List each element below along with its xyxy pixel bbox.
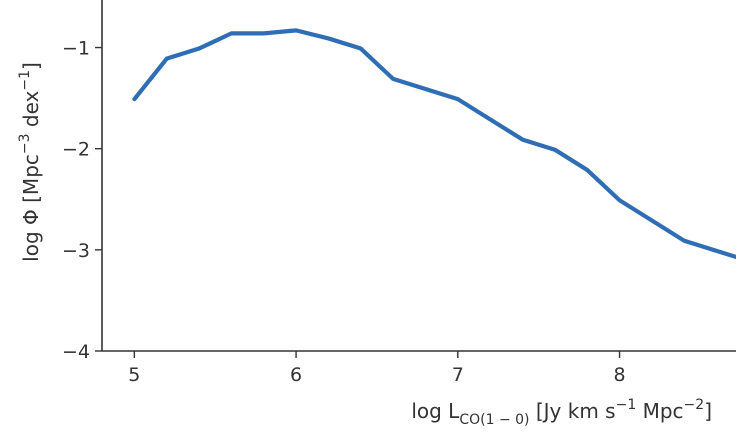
plot-area [132, 28, 736, 260]
x-tick-label: 6 [290, 364, 302, 386]
x-tick-label: 7 [452, 364, 464, 386]
y-tick-label: −3 [62, 240, 90, 262]
axes [101, 0, 736, 352]
y-tick-label: −4 [62, 341, 90, 363]
x-tick-label: 8 [614, 364, 626, 386]
y-tick-label: −1 [62, 38, 90, 60]
ticks: 5 6 7 8 −1 −2 −3 −4 [62, 38, 626, 386]
x-axis-label: log LCO(1 − 0) [Jy km s−1 Mpc−2] [411, 397, 712, 428]
y-tick-label: −2 [62, 139, 90, 161]
y-axis-label: log Φ [Mpc−3 dex−1] [17, 62, 43, 262]
series-line-0 [132, 28, 736, 260]
x-tick-label: 5 [128, 364, 140, 386]
